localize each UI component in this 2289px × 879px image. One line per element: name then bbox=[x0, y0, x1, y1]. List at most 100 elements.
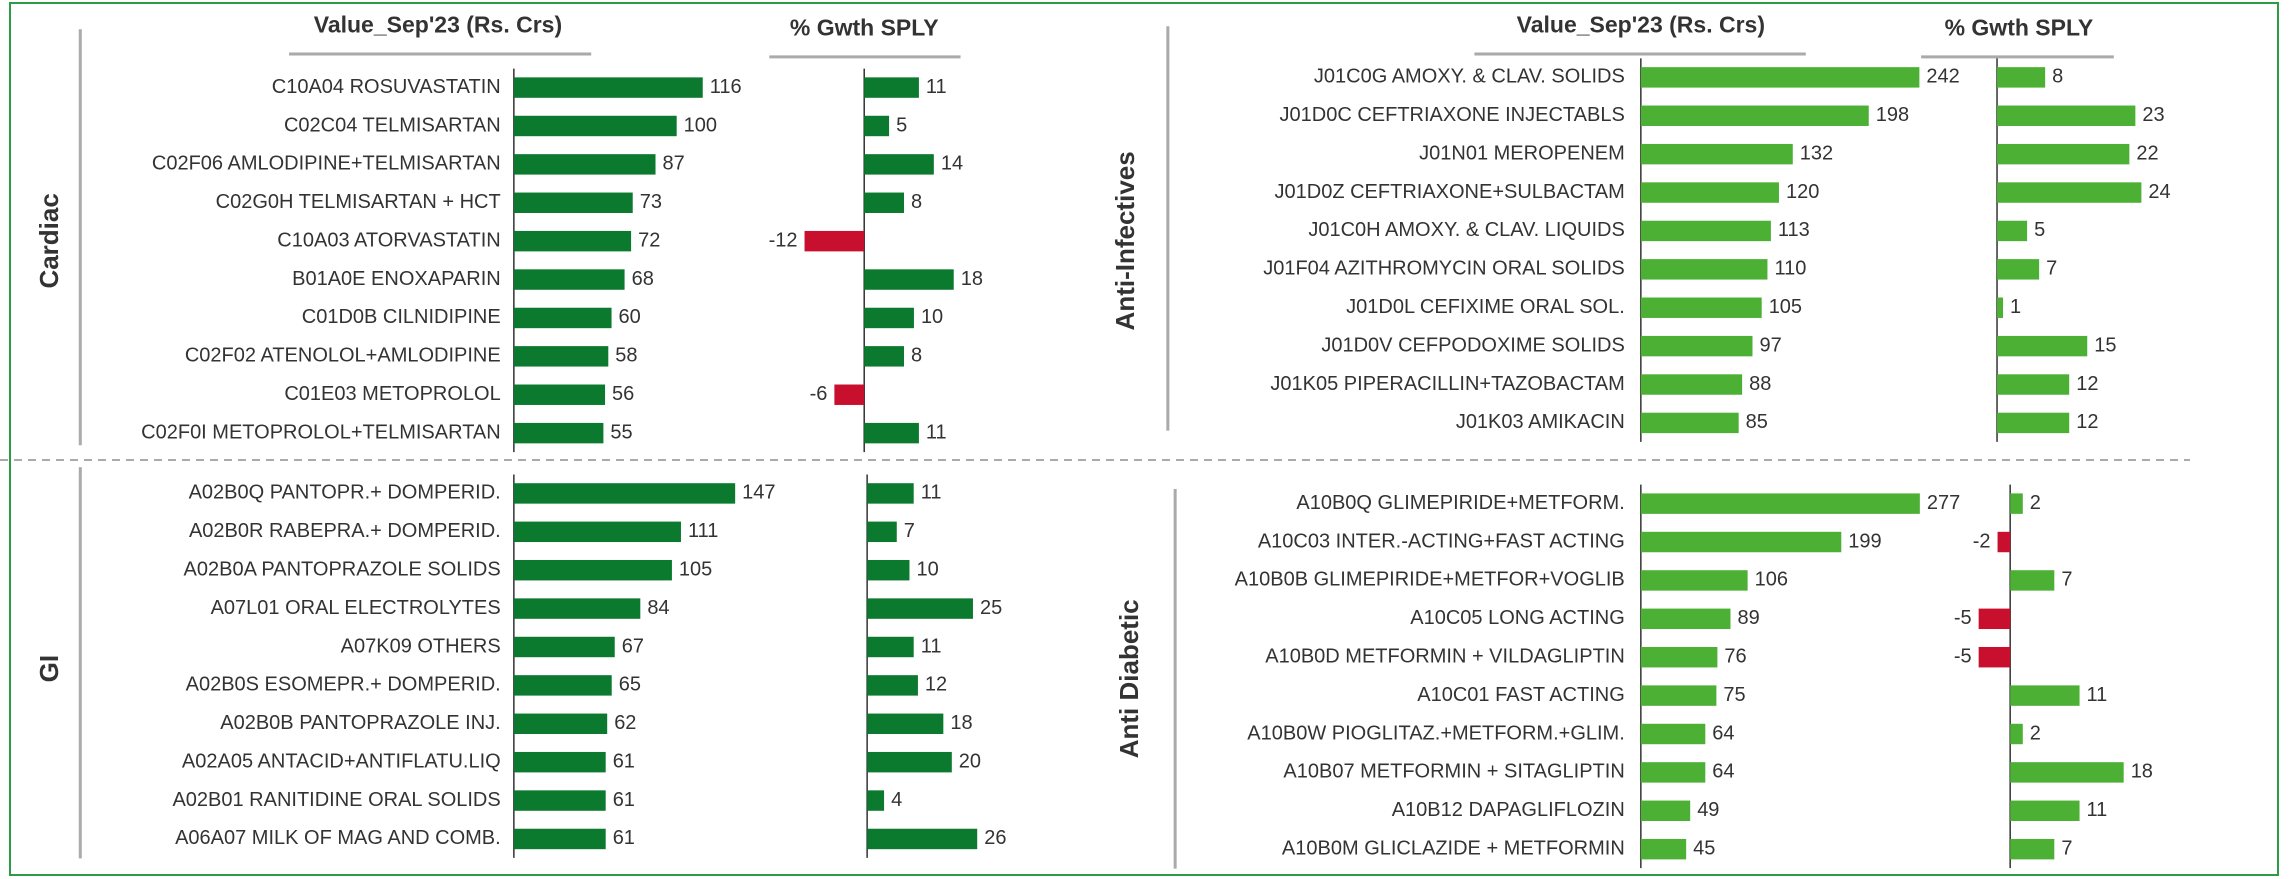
growth-label: 10 bbox=[916, 558, 938, 580]
category-label: C10A04 ROSUVASTATIN bbox=[272, 76, 501, 98]
category-label: A07K09 OTHERS bbox=[341, 635, 501, 657]
value-bar bbox=[513, 559, 672, 581]
growth-bar bbox=[867, 598, 973, 619]
category-label: A10B0B GLIMEPIRIDE+METFOR+VOGLIB bbox=[1235, 569, 1625, 591]
growth-label: 11 bbox=[921, 482, 942, 504]
growth-bar bbox=[864, 115, 890, 137]
column-header: Value_Sep'23 (Rs. Crs) bbox=[314, 11, 562, 37]
growth-bar bbox=[1997, 105, 2136, 126]
category-label: J01D0V CEFPODOXIME SOLIDS bbox=[1321, 334, 1624, 356]
value-bar bbox=[513, 77, 703, 98]
value-bar bbox=[513, 115, 677, 137]
value-label: 65 bbox=[619, 674, 641, 696]
value-bar bbox=[1640, 259, 1768, 280]
category-label: A02B0B PANTOPRAZOLE INJ. bbox=[220, 712, 500, 734]
value-label: 88 bbox=[1749, 373, 1771, 395]
value-bar bbox=[1640, 493, 1920, 514]
value-label: 49 bbox=[1697, 799, 1719, 821]
value-label: 64 bbox=[1712, 761, 1734, 783]
growth-bar bbox=[1997, 220, 2028, 242]
category-label: A07L01 ORAL ELECTROLYTES bbox=[211, 597, 501, 619]
category-label: A10B07 METFORMIN + SITAGLIPTIN bbox=[1283, 761, 1624, 783]
value-label: 61 bbox=[613, 789, 635, 811]
growth-label: 5 bbox=[2034, 219, 2045, 241]
growth-label: 18 bbox=[950, 712, 972, 734]
value-label: 111 bbox=[688, 520, 718, 542]
value-bar bbox=[513, 384, 606, 405]
category-label: J01K03 AMIKACIN bbox=[1456, 411, 1625, 433]
growth-label: 5 bbox=[896, 114, 907, 136]
growth-label: 2 bbox=[2030, 492, 2041, 514]
growth-bar bbox=[864, 77, 919, 98]
growth-label: 7 bbox=[2046, 258, 2057, 280]
growth-bar bbox=[804, 230, 865, 252]
value-bar bbox=[1640, 105, 1869, 126]
growth-bar bbox=[2010, 838, 2055, 860]
growth-bar bbox=[1997, 412, 2070, 434]
panel-label: Anti Diabetic bbox=[1114, 599, 1144, 758]
growth-bar bbox=[1997, 335, 2088, 357]
value-bar bbox=[1640, 374, 1743, 395]
value-bar bbox=[513, 307, 612, 329]
growth-label: -12 bbox=[769, 229, 798, 251]
value-bar bbox=[1640, 762, 1706, 783]
value-bar bbox=[1640, 646, 1718, 668]
value-label: 277 bbox=[1927, 492, 1960, 514]
value-bar bbox=[1640, 182, 1779, 203]
growth-bar bbox=[1997, 531, 2011, 553]
growth-bar bbox=[867, 483, 914, 504]
value-bar bbox=[513, 521, 681, 543]
value-bar bbox=[513, 751, 606, 773]
growth-bar bbox=[1997, 143, 2130, 165]
value-label: 198 bbox=[1876, 104, 1909, 126]
value-bar bbox=[513, 483, 736, 504]
growth-label: 25 bbox=[980, 597, 1002, 619]
value-label: 58 bbox=[615, 345, 637, 367]
value-bar bbox=[513, 154, 656, 175]
growth-label: 12 bbox=[2076, 373, 2098, 395]
growth-bar bbox=[2010, 493, 2023, 514]
category-label: C01E03 METOPROLOL bbox=[284, 383, 500, 405]
growth-label: 11 bbox=[926, 421, 947, 443]
value-label: 100 bbox=[684, 114, 717, 136]
growth-bar bbox=[1997, 259, 2040, 280]
growth-bar bbox=[867, 521, 897, 543]
growth-label: 7 bbox=[2061, 569, 2072, 591]
value-bar bbox=[513, 636, 615, 658]
value-label: 56 bbox=[612, 383, 634, 405]
value-label: 242 bbox=[1926, 66, 1959, 88]
value-label: 97 bbox=[1759, 334, 1781, 356]
value-label: 72 bbox=[638, 229, 660, 251]
value-label: 120 bbox=[1786, 181, 1819, 203]
value-label: 113 bbox=[1778, 219, 1810, 241]
value-bar bbox=[1640, 143, 1793, 165]
value-bar bbox=[513, 192, 633, 213]
growth-label: 7 bbox=[904, 520, 915, 542]
value-label: 76 bbox=[1724, 645, 1746, 667]
value-label: 64 bbox=[1712, 722, 1734, 744]
value-label: 132 bbox=[1800, 142, 1833, 164]
value-bar bbox=[1640, 335, 1753, 357]
value-bar bbox=[513, 269, 625, 290]
value-bar bbox=[513, 675, 612, 696]
growth-label: 11 bbox=[926, 76, 947, 98]
frame bbox=[9, 2, 2279, 876]
value-label: 60 bbox=[619, 306, 641, 328]
growth-bar bbox=[864, 307, 914, 329]
category-label: C02F02 ATENOLOL+AMLODIPINE bbox=[185, 345, 501, 367]
growth-bar bbox=[1997, 67, 2046, 88]
growth-bar bbox=[867, 559, 910, 581]
growth-label: 11 bbox=[2087, 799, 2108, 821]
value-bar bbox=[1640, 67, 1920, 88]
category-label: J01N01 MEROPENEM bbox=[1419, 142, 1625, 164]
growth-bar bbox=[864, 422, 919, 444]
value-label: 147 bbox=[742, 482, 775, 504]
category-label: A10B0D METFORMIN + VILDAGLIPTIN bbox=[1265, 645, 1625, 667]
value-bar bbox=[1640, 685, 1717, 706]
value-bar bbox=[513, 790, 606, 811]
value-label: 105 bbox=[1769, 296, 1802, 318]
growth-label: 18 bbox=[2131, 761, 2153, 783]
value-bar bbox=[1640, 723, 1706, 745]
value-label: 116 bbox=[710, 76, 742, 98]
